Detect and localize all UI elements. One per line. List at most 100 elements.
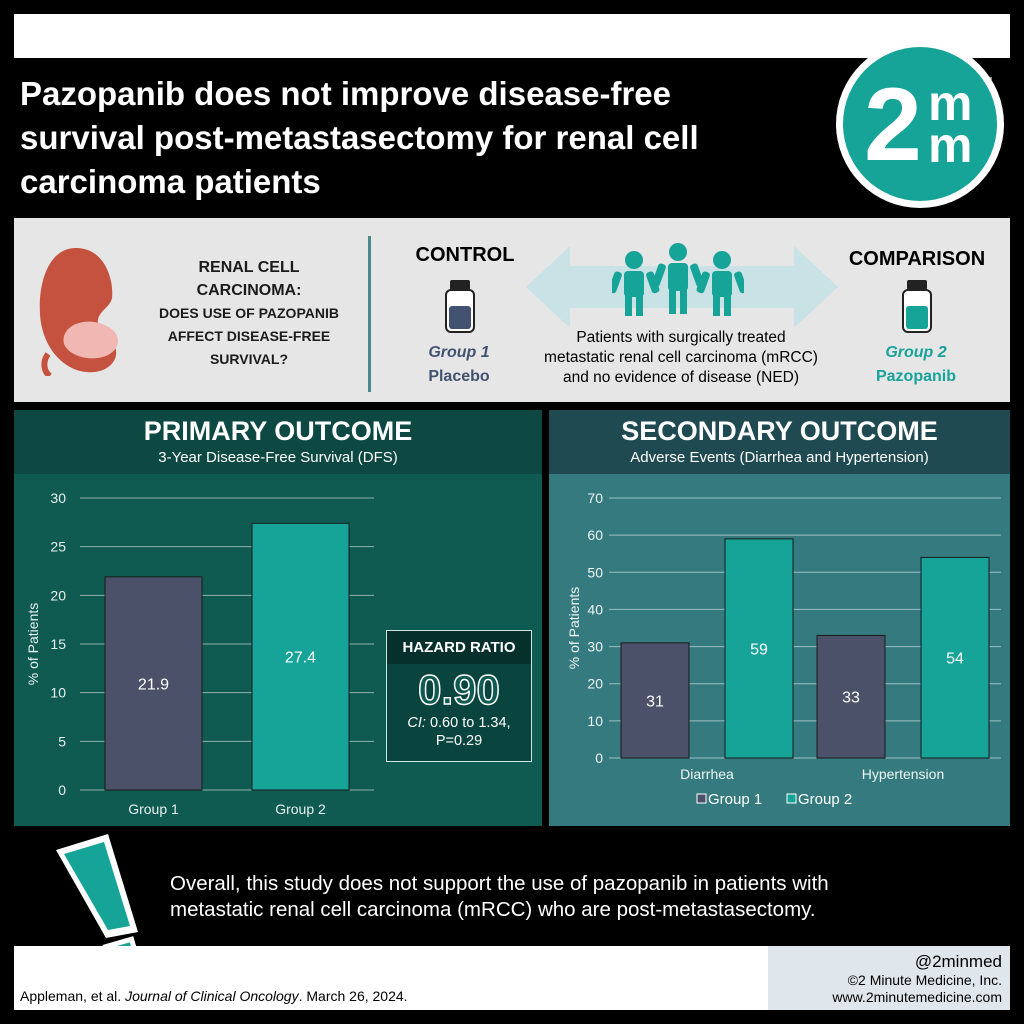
y-tick-label: 10 xyxy=(587,713,603,729)
logo-letter-top: m xyxy=(928,75,972,131)
legend-swatch xyxy=(786,793,797,804)
bar xyxy=(724,538,794,759)
people-icon xyxy=(612,243,744,316)
primary-chart-area: 0 5 10 15 20 25 30 % of Patients 21.9 Group 1 27.4… xyxy=(14,474,542,826)
question-line: RENAL CELL xyxy=(198,259,300,276)
divider xyxy=(368,236,371,392)
x-tick-label: Diarrhea xyxy=(680,766,734,782)
y-tick-label: 40 xyxy=(587,601,603,617)
citation-journal: Journal of Clinical Oncology xyxy=(125,988,299,1004)
primary-chart: 0 5 10 15 20 25 30 % of Patients 21.9 Group 1 27.4… xyxy=(25,490,374,817)
bar xyxy=(920,556,990,759)
logo-digit: 2 xyxy=(864,67,922,183)
brand-box: @2minmed ©2 Minute Medicine, Inc. www.2m… xyxy=(768,946,1010,1010)
population-line: metastatic renal cell carcinoma (mRCC) xyxy=(544,349,818,366)
hazard-ratio-header: HAZARD RATIO xyxy=(387,631,531,664)
y-axis-label: % of Patients xyxy=(25,603,41,686)
footer: Appleman, et al. Journal of Clinical Onc… xyxy=(14,946,1010,1010)
y-tick-label: 5 xyxy=(58,733,66,749)
citation-authors: Appleman, et al. xyxy=(20,988,126,1004)
comparison-title: COMPARISON xyxy=(848,248,986,270)
y-tick-label: 60 xyxy=(587,527,603,543)
group2-drug: Pazopanib xyxy=(875,368,956,385)
y-tick-label: 15 xyxy=(50,636,66,652)
social-handle: @2minmed xyxy=(914,952,1002,971)
question-line: DOES USE OF PAZOPANIB xyxy=(159,305,339,321)
conclusion-text: Overall, this study does not support the… xyxy=(170,871,990,923)
website-link[interactable]: www.2minutemedicine.com xyxy=(832,989,1002,1005)
group2-label: Group 2 xyxy=(885,344,947,361)
secondary-subtitle: Adverse Events (Diarrhea and Hypertensio… xyxy=(630,449,929,466)
title-line: carcinoma patients xyxy=(20,163,321,200)
hazard-ratio-value: 0.90 xyxy=(417,665,500,714)
ci-value: 0.60 to 1.34, xyxy=(425,715,511,731)
question-line: SURVIVAL? xyxy=(209,351,289,367)
bar xyxy=(104,576,203,791)
y-tick-label: 50 xyxy=(587,564,603,580)
hazard-ratio-box: HAZARD RATIO 0.90 CI: 0.60 to 1.34, P=0.… xyxy=(386,630,532,762)
y-tick-label: 0 xyxy=(595,750,603,766)
bar-value-label: 59 xyxy=(750,641,768,658)
logo-trademark: TM xyxy=(982,77,992,84)
vial-icon xyxy=(445,280,475,333)
ci-label: CI: xyxy=(407,715,426,731)
citation-date: . March 26, 2024. xyxy=(298,988,408,1004)
study-design-band: RENAL CELL CARCINOMA: DOES USE OF PAZOPA… xyxy=(14,218,1010,402)
x-tick-label: Group 2 xyxy=(275,801,326,817)
population-line: and no evidence of disease (NED) xyxy=(562,369,800,386)
x-tick-label: Group 1 xyxy=(128,801,179,817)
y-tick-label: 10 xyxy=(50,685,66,701)
bar-value-label: 54 xyxy=(946,651,964,668)
y-tick-label: 25 xyxy=(50,539,66,555)
conclusion-band: Overall, this study does not support the… xyxy=(45,837,1010,945)
secondary-title: SECONDARY OUTCOME xyxy=(621,416,938,446)
hazard-ratio-ci: CI: 0.60 to 1.34, xyxy=(387,714,531,732)
logo-letter-bottom: m xyxy=(928,117,972,173)
top-band xyxy=(14,14,1010,58)
title-line: survival post-metastasectomy for renal c… xyxy=(20,119,699,156)
vial-icon xyxy=(902,280,932,333)
conclusion-line: Overall, this study does not support the… xyxy=(170,872,829,895)
primary-title: PRIMARY OUTCOME xyxy=(143,416,413,446)
page-title: Pazopanib does not improve disease-free … xyxy=(20,72,810,204)
secondary-outcome-panel: SECONDARY OUTCOME Adverse Events (Diarrh… xyxy=(549,410,1010,826)
question-line: CARCINOMA: xyxy=(196,282,302,299)
y-tick-label: 30 xyxy=(587,639,603,655)
y-tick-label: 20 xyxy=(50,587,66,603)
bar-value-label: 21.9 xyxy=(138,676,169,693)
x-tick-label: Hypertension xyxy=(862,766,945,782)
y-axis-label: % of Patients xyxy=(566,587,582,670)
conclusion-line: metastatic renal cell carcinoma (mRCC) w… xyxy=(170,898,816,921)
title-line: Pazopanib does not improve disease-free xyxy=(20,75,672,112)
legend-label: Group 1 xyxy=(708,791,762,808)
secondary-chart-area: 0 10 20 30 40 50 60 70 % of Patients 31 59 Diarrhea… xyxy=(549,474,1010,826)
copyright: ©2 Minute Medicine, Inc. xyxy=(847,972,1002,988)
primary-subtitle: 3-Year Disease-Free Survival (DFS) xyxy=(158,449,398,466)
secondary-chart: 0 10 20 30 40 50 60 70 % of Patients 31 59 Diarrhea… xyxy=(566,490,1001,808)
group1-label: Group 1 xyxy=(428,344,490,361)
bar-value-label: 27.4 xyxy=(285,650,316,667)
primary-outcome-panel: PRIMARY OUTCOME 3-Year Disease-Free Surv… xyxy=(14,410,542,826)
kidney-icon xyxy=(39,248,118,376)
y-tick-label: 0 xyxy=(58,782,66,798)
hazard-ratio-p: P=0.29 xyxy=(435,733,483,749)
legend-label: Group 2 xyxy=(798,791,852,808)
research-question: RENAL CELL CARCINOMA: DOES USE OF PAZOPA… xyxy=(134,256,364,371)
brand-logo: 2 m m TM xyxy=(836,40,1004,208)
y-tick-label: 30 xyxy=(50,490,66,506)
y-tick-label: 70 xyxy=(587,490,603,506)
population-line: Patients with surgically treated xyxy=(576,329,786,346)
question-line: AFFECT DISEASE-FREE xyxy=(167,328,331,344)
group1-drug: Placebo xyxy=(428,368,490,385)
bar-value-label: 33 xyxy=(842,690,860,707)
population-description: Patients with surgically treated metasta… xyxy=(516,328,846,388)
bar xyxy=(251,522,350,791)
bar-value-label: 31 xyxy=(646,693,664,710)
legend-swatch xyxy=(696,793,707,804)
control-title: CONTROL xyxy=(415,244,515,266)
citation: Appleman, et al. Journal of Clinical Onc… xyxy=(20,988,408,1004)
bar xyxy=(816,634,886,759)
y-tick-label: 20 xyxy=(587,676,603,692)
bar xyxy=(620,642,690,759)
